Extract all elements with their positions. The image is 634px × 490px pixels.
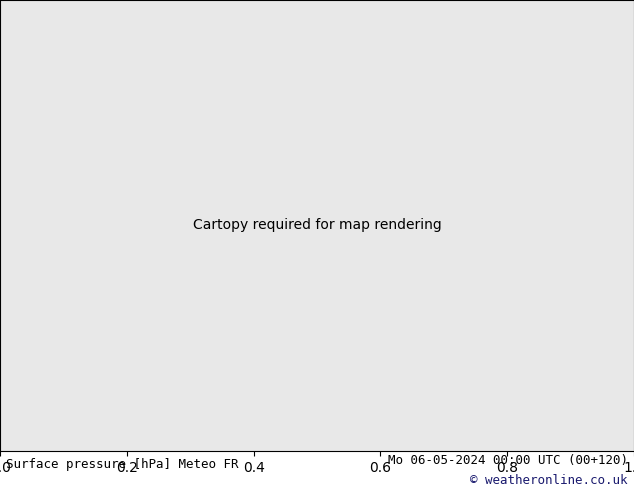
Text: Surface pressure [hPa] Meteo FR: Surface pressure [hPa] Meteo FR: [6, 458, 239, 471]
Text: © weatheronline.co.uk: © weatheronline.co.uk: [470, 474, 628, 487]
Text: Mo 06-05-2024 00:00 UTC (00+120): Mo 06-05-2024 00:00 UTC (00+120): [387, 454, 628, 467]
Text: Cartopy required for map rendering: Cartopy required for map rendering: [193, 219, 441, 232]
